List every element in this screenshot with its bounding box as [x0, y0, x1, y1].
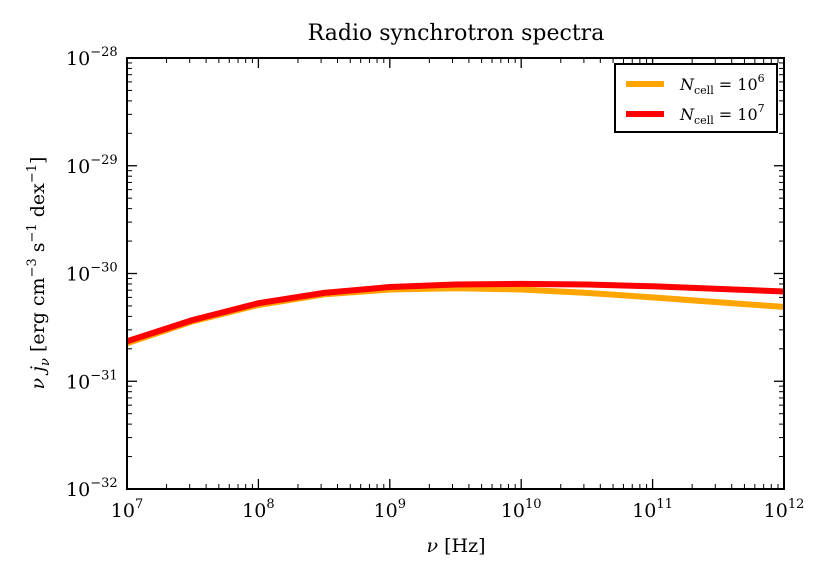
y-label-nu: ν [27, 372, 49, 390]
y-label-unit-1: [erg cm [27, 277, 49, 358]
y-label-j: j [27, 366, 49, 376]
x-tick-exp: 9 [398, 497, 406, 512]
y-tick-label: 10−28 [66, 45, 118, 70]
chart-title: Radio synchrotron spectra [308, 21, 605, 46]
x-tick-base: 10 [242, 500, 266, 522]
legend-label-eq: = 10 [714, 105, 758, 124]
y-label-unit-4: ] [27, 157, 49, 164]
y-label-exp-3: −1 [25, 164, 40, 183]
legend-label-sub: cell [694, 84, 714, 97]
legend-label-main: N [679, 105, 695, 124]
y-tick-label: 10−30 [66, 261, 118, 286]
y-label-exp-2: −1 [25, 223, 40, 242]
y-label-unit-3: dex [27, 183, 49, 223]
series-layer [127, 280, 784, 347]
x-axis-label-symbol: ν [426, 535, 438, 557]
y-tick-base: 10 [66, 156, 90, 178]
x-tick-exp: 12 [788, 497, 805, 512]
y-label-unit-2: s [27, 242, 49, 258]
legend-label-eq: = 10 [714, 75, 758, 94]
y-tick-exp: −28 [90, 45, 117, 60]
y-tick-exp: −29 [90, 153, 117, 168]
y-axis-label: ν jν [erg cm−3 s−1 dex−1] [25, 157, 53, 390]
y-axis-label-text: ν jν [erg cm−3 s−1 dex−1] [25, 157, 53, 390]
x-tick-base: 10 [374, 500, 398, 522]
legend-label-sub: cell [694, 114, 714, 127]
y-tick-exp: −32 [90, 476, 117, 491]
plot-frame [126, 57, 785, 490]
legend-label-main: N [679, 75, 695, 94]
y-tick-exp: −31 [90, 368, 117, 383]
x-tick-exp: 8 [266, 497, 274, 512]
series-line-1 [127, 285, 784, 347]
y-tick-label: 10−29 [66, 153, 118, 178]
x-tick-exp: 11 [656, 497, 673, 512]
x-tick-label: 109 [374, 497, 406, 522]
series-line-2 [127, 280, 784, 345]
legend-label-2: Ncell = 107 [679, 102, 765, 127]
y-label-exp-1: −3 [25, 258, 40, 277]
x-tick-exp: 7 [135, 497, 143, 512]
x-tick-base: 10 [111, 500, 135, 522]
y-tick-exp: −30 [90, 261, 117, 276]
y-tick-base: 10 [66, 371, 90, 393]
legend-label-sup: 6 [758, 72, 765, 85]
y-tick-base: 10 [66, 264, 90, 286]
x-tick-label: 1010 [501, 497, 542, 522]
x-tick-base: 10 [764, 500, 788, 522]
x-tick-exp: 10 [525, 497, 542, 512]
x-tick-label: 1012 [764, 497, 805, 522]
x-tick-label: 1011 [632, 497, 673, 522]
x-tick-base: 10 [501, 500, 525, 522]
y-label-sub: ν [38, 358, 53, 366]
x-tick-label: 107 [111, 497, 143, 522]
x-axis-label: ν [Hz] [426, 535, 485, 557]
legend-label-sup: 7 [758, 102, 765, 115]
y-tick-base: 10 [66, 479, 90, 501]
x-tick-label: 108 [242, 497, 274, 522]
x-tick-base: 10 [632, 500, 656, 522]
y-tick-label: 10−32 [66, 476, 118, 501]
x-axis-label-unit: [Hz] [438, 535, 485, 557]
y-tick-base: 10 [66, 48, 90, 70]
legend-frame [614, 63, 778, 133]
legend-label-1: Ncell = 106 [679, 72, 765, 97]
y-tick-label: 10−31 [66, 368, 118, 393]
x-tick-labels: 107 108 109 1010 1011 1012 [111, 497, 805, 522]
